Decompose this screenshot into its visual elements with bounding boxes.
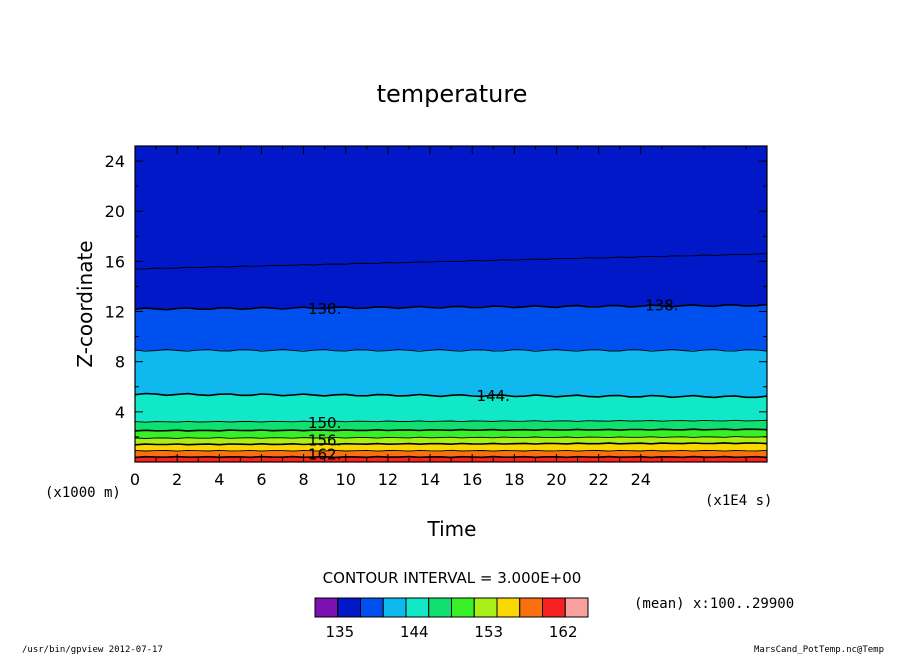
colorbar-swatch bbox=[564, 597, 589, 618]
contour-line-141 bbox=[134, 349, 768, 352]
y-tick-label: 24 bbox=[105, 152, 125, 171]
x-tick-label: 24 bbox=[631, 470, 651, 489]
y-tick-label: 4 bbox=[115, 403, 125, 422]
colorbar-label: 162 bbox=[549, 623, 578, 641]
colorbar-swatch bbox=[428, 597, 452, 618]
contour-label-3: 150. bbox=[308, 414, 341, 432]
contour-line-150 bbox=[134, 428, 768, 432]
y-tick-label: 8 bbox=[115, 353, 125, 372]
x-unit-note: (x1E4 s) bbox=[705, 493, 772, 509]
colorbar-label: 135 bbox=[325, 623, 354, 641]
colorbar-swatch bbox=[451, 597, 475, 618]
footer-left: /usr/bin/gpview 2012-07-17 bbox=[22, 645, 163, 654]
contour-label-layer: 138. 138. 144. 150.156.162. bbox=[308, 296, 679, 463]
mean-note: (mean) x:100..29900 bbox=[634, 596, 794, 612]
x-tick-label: 16 bbox=[462, 470, 482, 489]
contour-line-138 bbox=[134, 303, 768, 311]
colorbar-swatch bbox=[542, 597, 566, 618]
contour-label-5: 162. bbox=[308, 445, 341, 463]
colorbar-swatch bbox=[519, 597, 543, 618]
x-tick-label: 6 bbox=[256, 470, 266, 489]
x-tick-label: 20 bbox=[546, 470, 566, 489]
colorbar-label: 144 bbox=[400, 623, 429, 641]
contour-line-147 bbox=[134, 419, 768, 423]
x-axis-label: Time bbox=[427, 517, 477, 541]
footer-right: MarsCand_PotTemp.nc@Temp bbox=[754, 645, 884, 654]
contour-line-153 bbox=[134, 436, 768, 439]
y-axis-label: Z-coordinate bbox=[73, 240, 97, 367]
x-tick-label: 12 bbox=[378, 470, 398, 489]
chart-title: temperature bbox=[377, 80, 528, 108]
x-tick-label: 2 bbox=[172, 470, 182, 489]
x-tick-label: 14 bbox=[420, 470, 440, 489]
x-tick-label: 22 bbox=[588, 470, 608, 489]
y-tick-label: 12 bbox=[105, 303, 125, 322]
colorbar-swatch bbox=[314, 597, 339, 618]
colorbar-swatch bbox=[473, 597, 498, 618]
contour-line-135 bbox=[135, 253, 768, 270]
contour-label-1: 138. bbox=[645, 296, 678, 314]
x-tick-label: 4 bbox=[214, 470, 224, 489]
contour-line-144 bbox=[134, 392, 768, 399]
colorbar-swatch bbox=[360, 597, 384, 618]
contour-label-2: 144. bbox=[477, 387, 510, 405]
y-unit-note: (x1000 m) bbox=[45, 485, 121, 501]
x-tick-label: 18 bbox=[504, 470, 524, 489]
contour-line-159 bbox=[134, 449, 768, 452]
y-tick-label: 16 bbox=[105, 252, 125, 271]
colorbar-swatch bbox=[337, 597, 361, 618]
y-tick-label: 20 bbox=[105, 202, 125, 221]
contour-line-162 bbox=[134, 455, 768, 459]
x-tick-label: 0 bbox=[130, 470, 140, 489]
contour-line-layer bbox=[134, 253, 768, 459]
colorbar-swatch bbox=[405, 597, 430, 618]
x-tick-label: 10 bbox=[336, 470, 356, 489]
colorbar: 135 144 153 162 bbox=[314, 597, 589, 641]
contour-line-156 bbox=[134, 442, 768, 446]
colorbar-label: 153 bbox=[474, 623, 503, 641]
contour-label-0: 138. bbox=[308, 300, 341, 318]
colorbar-swatch bbox=[496, 597, 521, 618]
x-tick-label: 8 bbox=[298, 470, 308, 489]
contour-interval-text: CONTOUR INTERVAL = 3.000E+00 bbox=[323, 569, 582, 587]
colorbar-swatch bbox=[382, 597, 407, 618]
contour-label-4: 156. bbox=[308, 432, 341, 450]
